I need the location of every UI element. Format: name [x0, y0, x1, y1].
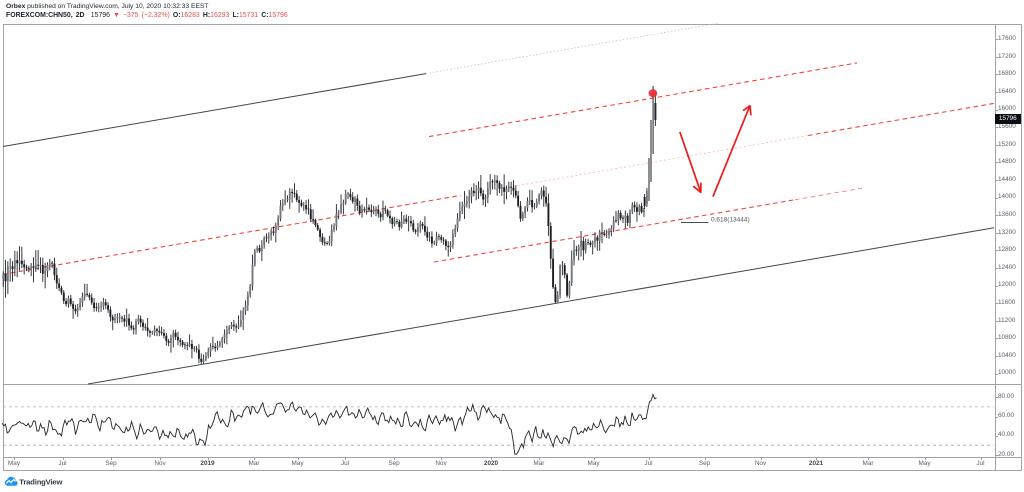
svg-text:TradingView: TradingView	[19, 477, 62, 486]
svg-text:0.618(13444): 0.618(13444)	[711, 217, 750, 224]
